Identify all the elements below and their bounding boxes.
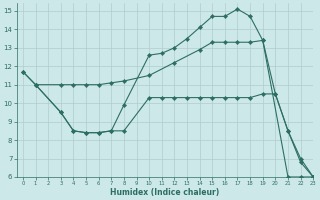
X-axis label: Humidex (Indice chaleur): Humidex (Indice chaleur) bbox=[110, 188, 220, 197]
